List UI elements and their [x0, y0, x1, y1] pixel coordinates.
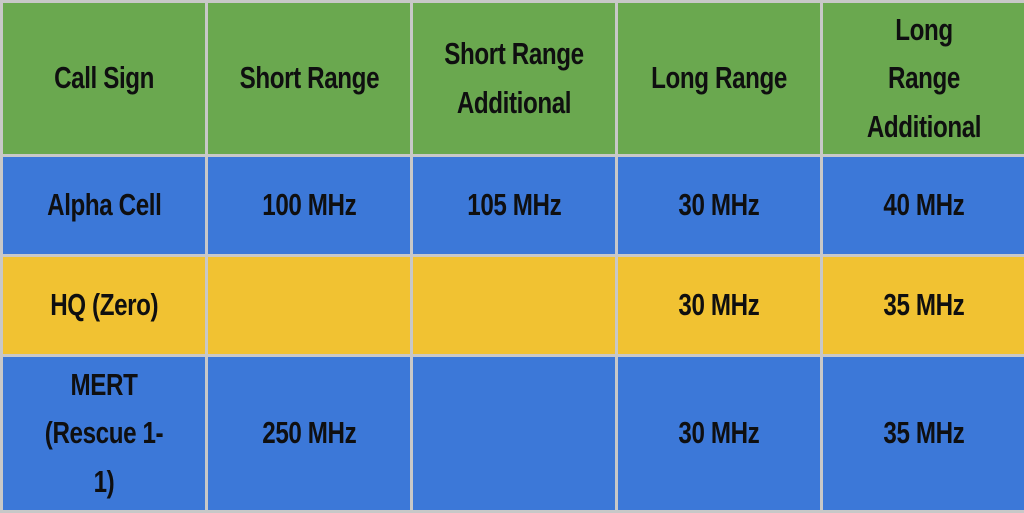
header-long-range-additional: Long Range Additional [822, 2, 1024, 156]
header-row: Call Sign Short Range Short Range Additi… [2, 2, 1024, 156]
cell-short-range-additional: 105 MHz [412, 156, 617, 256]
cell-short-range: 100 MHz [207, 156, 412, 256]
cell-long-range-additional: 40 MHz [822, 156, 1024, 256]
cell-short-range-additional [412, 256, 617, 356]
cell-call-sign: HQ (Zero) [2, 256, 207, 356]
cell-short-range: 250 MHz [207, 356, 412, 512]
cell-short-range-additional [412, 356, 617, 512]
cell-long-range-additional: 35 MHz [822, 256, 1024, 356]
header-short-range: Short Range [207, 2, 412, 156]
cell-long-range: 30 MHz [617, 156, 822, 256]
cell-long-range: 30 MHz [617, 356, 822, 512]
cell-short-range [207, 256, 412, 356]
header-long-range: Long Range [617, 2, 822, 156]
cell-long-range: 30 MHz [617, 256, 822, 356]
cell-call-sign: MERT (Rescue 1-1) [2, 356, 207, 512]
table-row: MERT (Rescue 1-1) 250 MHz 30 MHz 35 MHz [2, 356, 1024, 512]
header-call-sign: Call Sign [2, 2, 207, 156]
cell-call-sign: Alpha Cell [2, 156, 207, 256]
table-row: Alpha Cell 100 MHz 105 MHz 30 MHz 40 MHz [2, 156, 1024, 256]
cell-long-range-additional: 35 MHz [822, 356, 1024, 512]
table-row: HQ (Zero) 30 MHz 35 MHz [2, 256, 1024, 356]
header-short-range-additional: Short Range Additional [412, 2, 617, 156]
